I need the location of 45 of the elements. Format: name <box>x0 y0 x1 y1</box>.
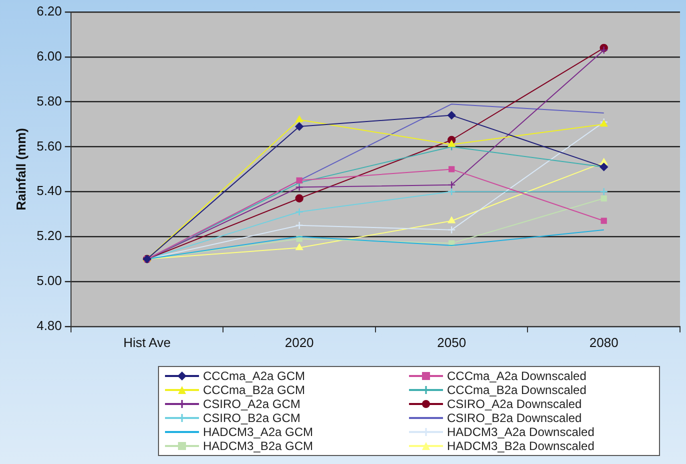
x-tick-label: 2080 <box>589 334 618 350</box>
legend-label: CCCma_B2a GCM <box>203 383 306 397</box>
legend-label: CSIRO_B2a GCM <box>203 411 300 425</box>
legend-label: CCCma_A2a Downscaled <box>447 369 586 383</box>
legend-label: CSIRO_A2a GCM <box>203 397 300 411</box>
x-tick-label: 2050 <box>437 334 466 350</box>
legend-label: HADCM3_A2a GCM <box>203 425 314 439</box>
point <box>295 122 304 131</box>
point <box>600 46 608 54</box>
y-tick-label: 5.80 <box>36 93 62 108</box>
y-tick-label: 5.20 <box>36 228 62 244</box>
x-tick-label: 2020 <box>284 334 314 350</box>
point <box>447 188 456 196</box>
point <box>295 208 304 216</box>
legend-label: HADCM3_A2a Downscaled <box>447 425 594 439</box>
point <box>295 194 304 202</box>
point <box>296 177 302 184</box>
point <box>295 183 304 192</box>
point <box>448 166 455 172</box>
y-axis-title: Rainfall (mm) <box>13 128 28 210</box>
point <box>600 120 608 127</box>
legend-label: CCCma_A2a GCM <box>203 369 306 383</box>
legend-label: CSIRO_A2a Downscaled <box>447 397 582 411</box>
y-tick-label: 5.40 <box>36 183 62 198</box>
legend-label: HADCM3_B2a Downscaled <box>447 439 594 453</box>
point <box>447 111 456 120</box>
point <box>295 221 304 230</box>
y-tick-label: 6.00 <box>36 48 62 64</box>
y-tick-label: 5.00 <box>36 273 62 288</box>
legend-label: HADCM3_B2a GCM <box>203 439 314 453</box>
y-tick-label: 6.20 <box>36 4 62 19</box>
point <box>600 188 608 196</box>
point <box>448 140 456 147</box>
y-tick-label: 5.60 <box>36 138 62 154</box>
legend-label: CCCma_B2a Downscaled <box>447 383 586 397</box>
point <box>296 244 303 250</box>
legend-label: CSIRO_B2a Downscaled <box>447 411 582 425</box>
point <box>447 226 456 234</box>
point <box>448 216 456 224</box>
y-tick-label: 4.80 <box>36 318 62 333</box>
point <box>296 116 303 122</box>
point <box>600 195 607 202</box>
point <box>447 180 456 190</box>
point <box>600 218 607 224</box>
x-tick-label: Hist Ave <box>123 334 171 350</box>
